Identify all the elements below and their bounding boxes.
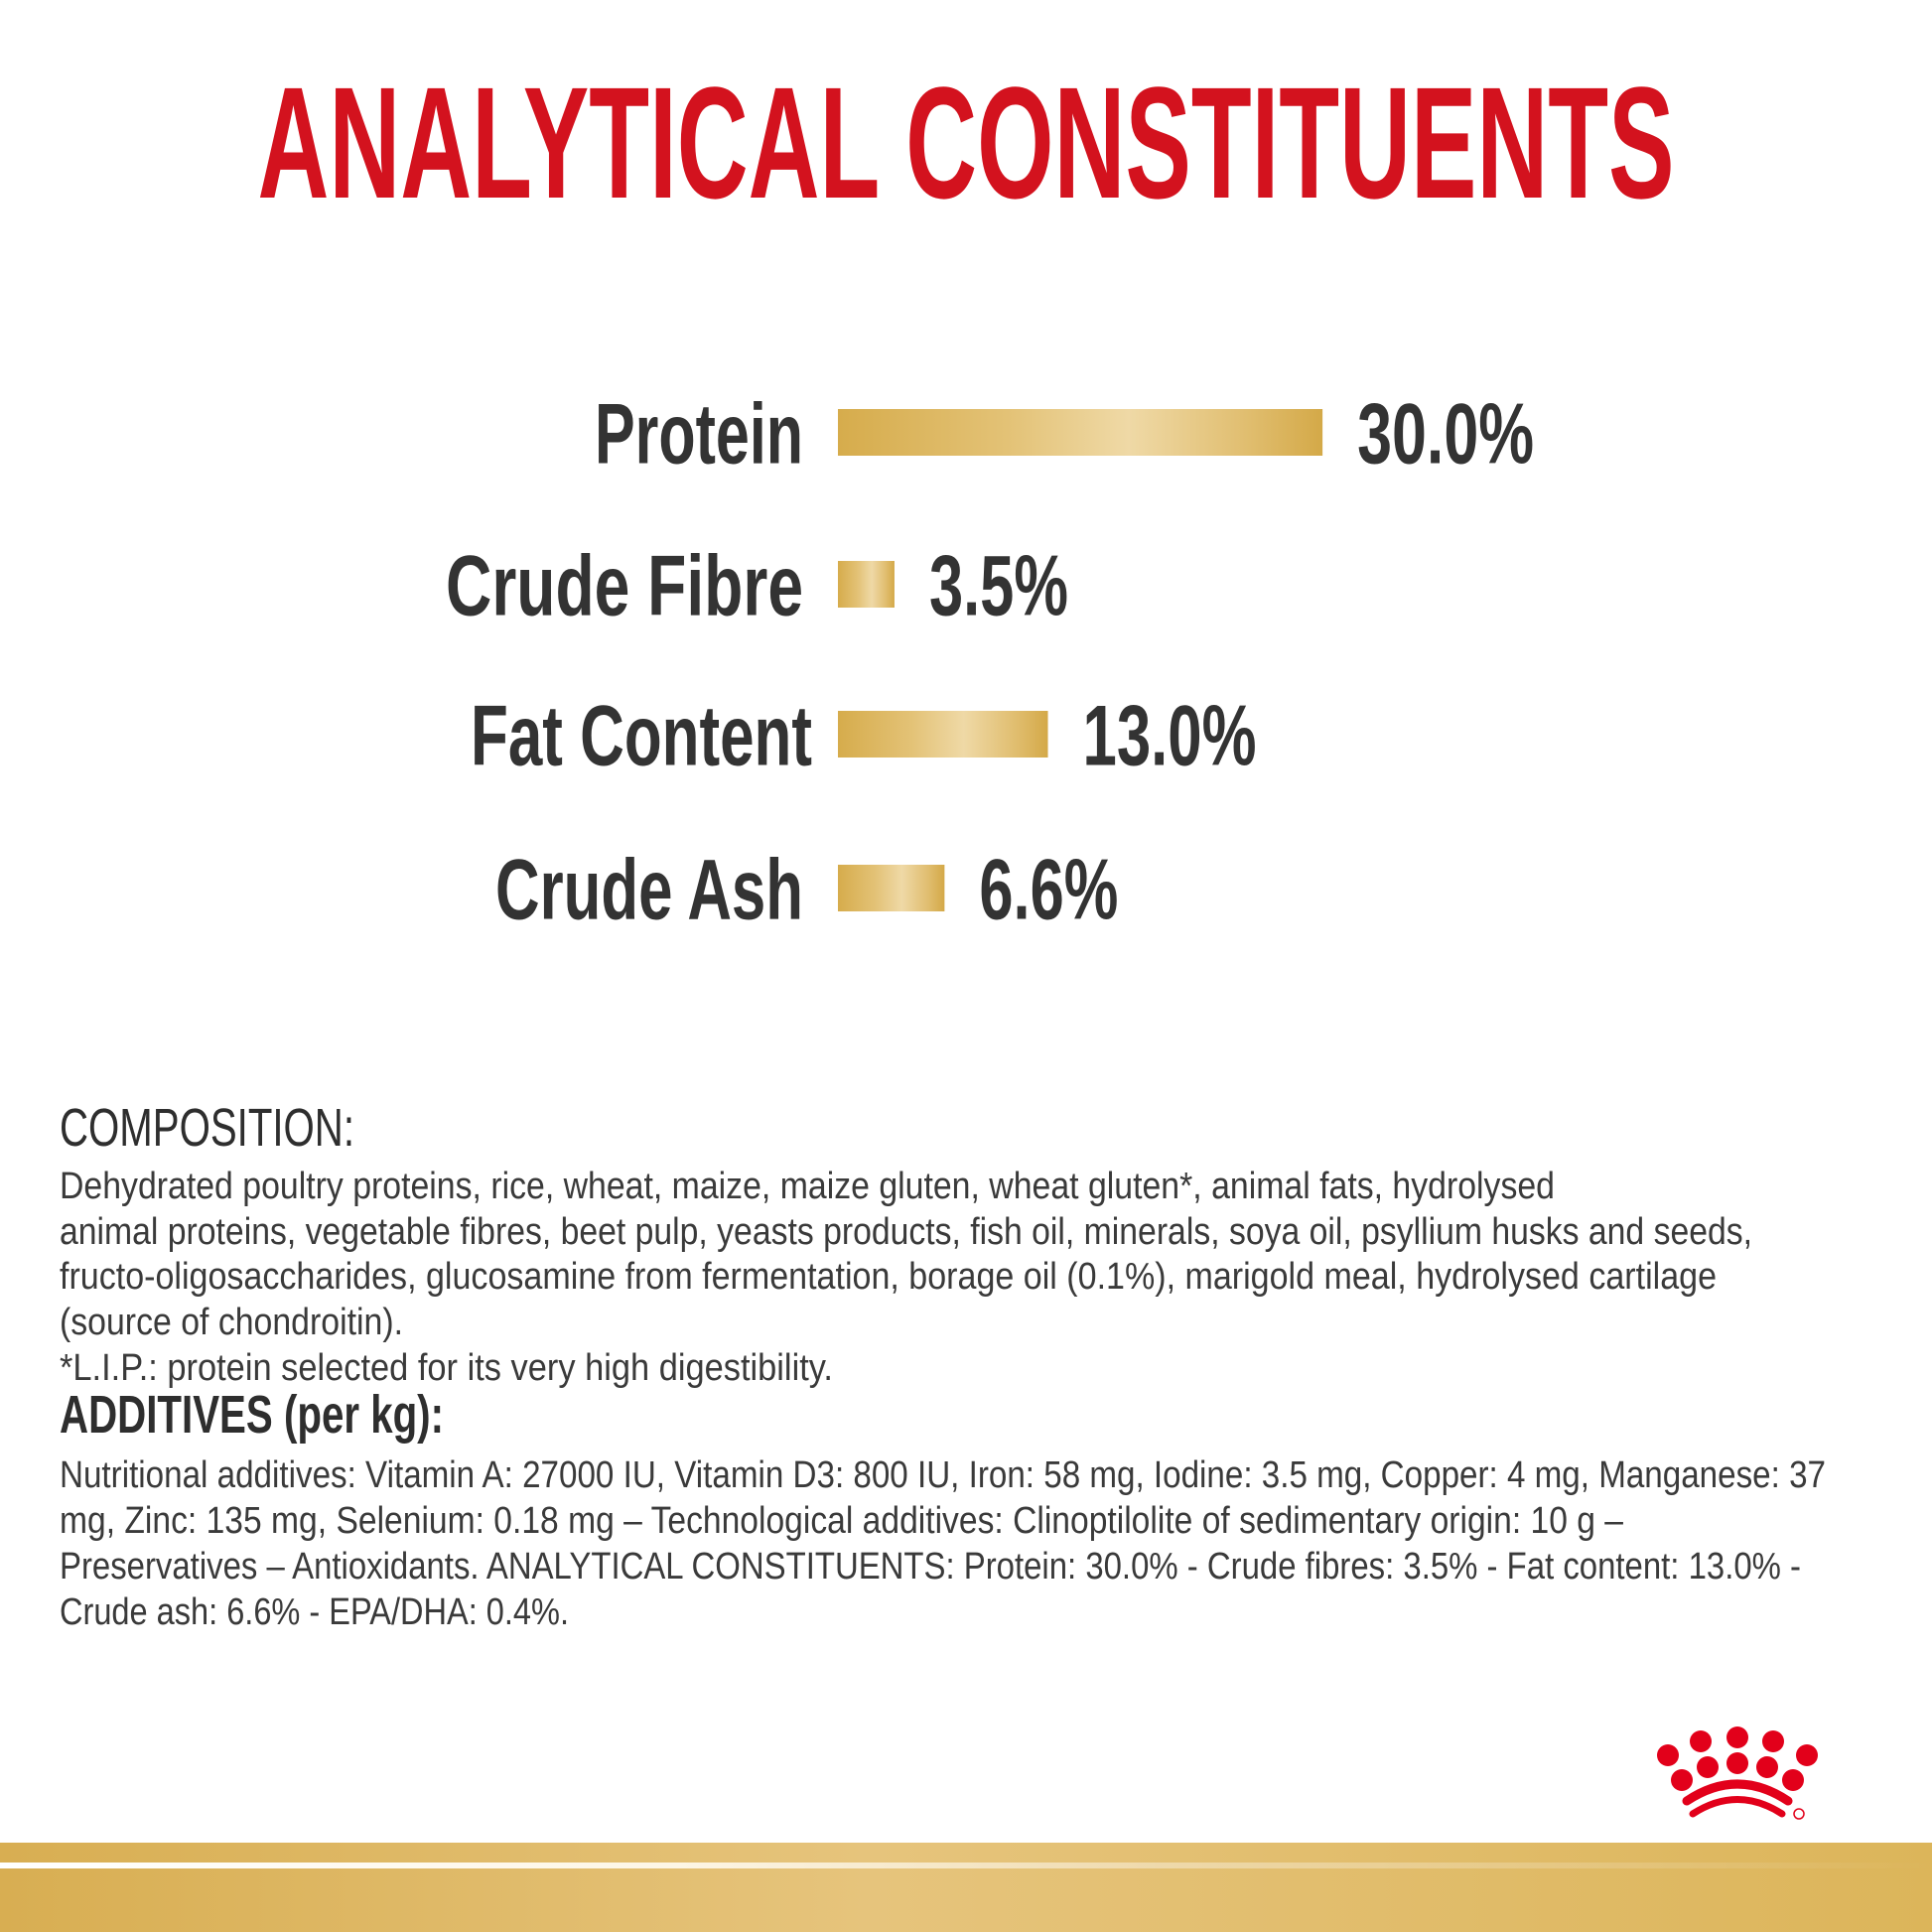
bar-protein	[838, 409, 1323, 456]
composition-line: fructo-oligosaccharides, glucosamine fro…	[60, 1256, 1717, 1298]
additives-line: mg, Zinc: 135 mg, Selenium: 0.18 mg – Te…	[60, 1500, 1624, 1542]
additives-heading: ADDITIVES (per kg):	[60, 1385, 444, 1445]
additives-line: Nutritional additives: Vitamin A: 27000 …	[60, 1454, 1826, 1496]
bar-crude-ash	[838, 865, 945, 911]
band-highlight	[0, 1863, 1932, 1868]
bar-label: Fat Content	[471, 689, 812, 784]
bar-value-label: 3.5%	[929, 539, 1068, 634]
composition-line: animal proteins, vegetable fibres, beet …	[60, 1211, 1752, 1253]
bar-value-label: 30.0%	[1357, 387, 1534, 483]
bar-value-label: 6.6%	[979, 843, 1118, 938]
additives-line: Crude ash: 6.6% - EPA/DHA: 0.4%.	[60, 1591, 569, 1633]
bar-value-label: 13.0%	[1083, 689, 1257, 784]
composition-heading: COMPOSITION:	[60, 1098, 354, 1158]
royal-canin-crown-logo	[1657, 1726, 1818, 1820]
bar-label: Protein	[595, 387, 803, 483]
bar-fat-content	[838, 711, 1048, 758]
page-title: ANALYTICAL CONSTITUENTS	[258, 54, 1675, 231]
bar-label: Crude Ash	[495, 843, 803, 938]
additives-line: Preservatives – Antioxidants. ANALYTICAL…	[60, 1546, 1801, 1587]
composition-line: Dehydrated poultry proteins, rice, wheat…	[60, 1166, 1555, 1207]
composition-line: (source of chondroitin).	[60, 1302, 403, 1343]
composition-footnote: *L.I.P.: protein selected for its very h…	[60, 1347, 833, 1389]
bar-chart: Protein 30.0% Crude Fibre 3.5% Fat Content 13…	[446, 387, 1534, 938]
gold-footer-band	[0, 1843, 1932, 1932]
page-canvas: ANALYTICAL CONSTITUENTS Protein 30.0% Crud…	[60, 54, 1826, 1820]
bar-label: Crude Fibre	[446, 539, 803, 634]
bar-crude-fibre	[838, 561, 895, 608]
